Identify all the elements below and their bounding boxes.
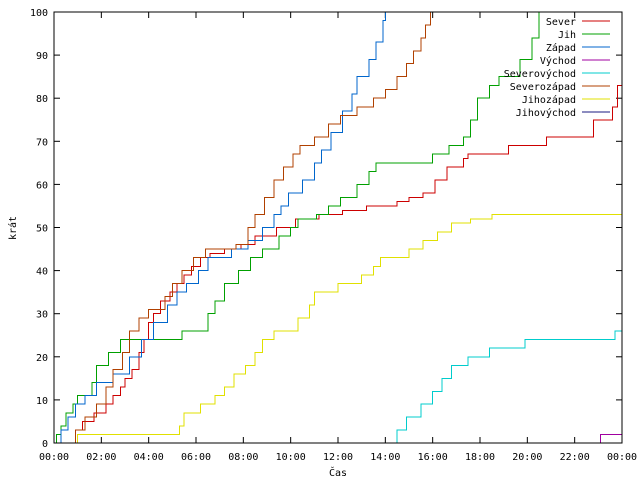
x-axis-label: Čas [329, 466, 347, 479]
y-tick-label: 50 [36, 224, 48, 235]
legend-label: Sever [546, 17, 576, 28]
x-tick-label: 12:00 [323, 452, 353, 463]
x-tick-label: 20:00 [512, 452, 542, 463]
x-tick-label: 00:00 [607, 452, 637, 463]
y-axis-label: krát [7, 216, 19, 240]
x-tick-label: 10:00 [276, 452, 306, 463]
plot-frame [53, 11, 623, 444]
x-tick-label: 16:00 [418, 452, 448, 463]
legend-label: Severozápad [510, 81, 576, 93]
y-tick-label: 70 [36, 137, 48, 148]
x-tick-label: 04:00 [134, 452, 164, 463]
x-tick-label: 02:00 [86, 452, 116, 463]
legend-label: Jihozápad [522, 94, 576, 106]
x-tick-label: 00:00 [39, 452, 69, 463]
legend-label: Západ [546, 42, 576, 54]
y-tick-label: 20 [36, 353, 48, 364]
y-tick-label: 80 [36, 94, 48, 105]
legend-label: Jih [558, 30, 576, 41]
x-tick-label: 22:00 [560, 452, 590, 463]
y-tick-label: 30 [36, 310, 48, 321]
y-tick-label: 100 [30, 8, 48, 19]
x-tick-label: 08:00 [228, 452, 258, 463]
legend: Sever JihZápadVýchodSeverovýchodSeverozáp… [504, 17, 610, 119]
y-tick-label: 0 [42, 439, 48, 450]
series-line-severovýchod [392, 322, 623, 444]
y-tick-label: 60 [36, 180, 48, 191]
series-line-západ [54, 12, 386, 444]
legend-label: Východ [540, 55, 576, 67]
legend-label: Jihovýchod [516, 107, 576, 119]
y-tick-label: 10 [36, 396, 48, 407]
y-tick-label: 40 [36, 267, 48, 278]
y-tick-label: 90 [36, 51, 48, 62]
x-tick-label: 18:00 [465, 452, 495, 463]
legend-label: Severovýchod [504, 68, 576, 80]
series-line-severozápad [70, 12, 431, 444]
x-tick-label: 14:00 [370, 452, 400, 463]
series-line-jihozápad [75, 214, 622, 444]
ticks-layer: 0 10 20 30 40 50 60 70 80 90 100 00:00 02:00 04:00 06:… [30, 8, 637, 463]
x-tick-label: 06:00 [181, 452, 211, 463]
series-layer [54, 12, 623, 444]
series-line-jih [54, 12, 540, 444]
